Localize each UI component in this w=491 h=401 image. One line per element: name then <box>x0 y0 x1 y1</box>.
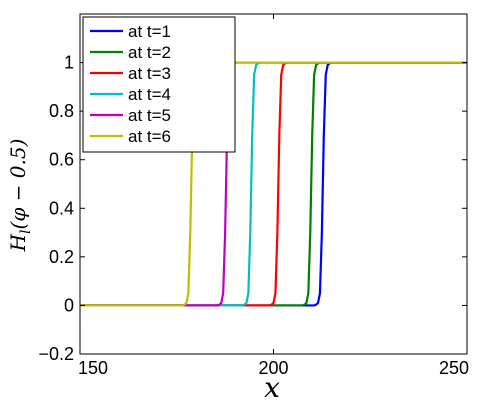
legend-label-t1: at t=1 <box>128 22 171 41</box>
legend-label-t3: at t=3 <box>128 64 171 83</box>
legend-label-t2: at t=2 <box>128 43 171 62</box>
y-tick-label: 1 <box>64 53 74 73</box>
y-tick-label: 0.8 <box>49 101 74 121</box>
y-axis-label-rest: (φ − 0.5) <box>6 139 30 230</box>
legend: at t=1 at t=2 at t=3 at t=4 at t=5 at t=6 <box>82 16 236 153</box>
y-axis-label-main: H <box>6 233 30 252</box>
legend-label-t4: at t=4 <box>128 85 171 104</box>
plot-area <box>80 61 467 307</box>
y-axis-label-sub: l <box>18 229 34 233</box>
legend-label-t5: at t=5 <box>128 106 171 125</box>
y-tick-label: 0.6 <box>49 150 74 170</box>
y-axis-label: Hl(φ − 0.5) <box>6 139 34 253</box>
x-axis-label: x <box>264 371 280 401</box>
y-tick-label: 0.4 <box>49 198 74 218</box>
y-tick-label: −0.2 <box>38 344 74 364</box>
x-tick-label: 150 <box>78 358 108 378</box>
legend-box <box>82 16 236 153</box>
legend-label-t6: at t=6 <box>128 127 171 146</box>
y-tick-label: 0 <box>64 295 74 315</box>
ticks: 150 200 250 −0.2 0 0.2 0.4 0.6 0.8 1 <box>38 14 469 378</box>
y-tick-label: 0.2 <box>49 247 74 267</box>
x-tick-label: 200 <box>258 358 288 378</box>
x-tick-label: 250 <box>439 358 469 378</box>
